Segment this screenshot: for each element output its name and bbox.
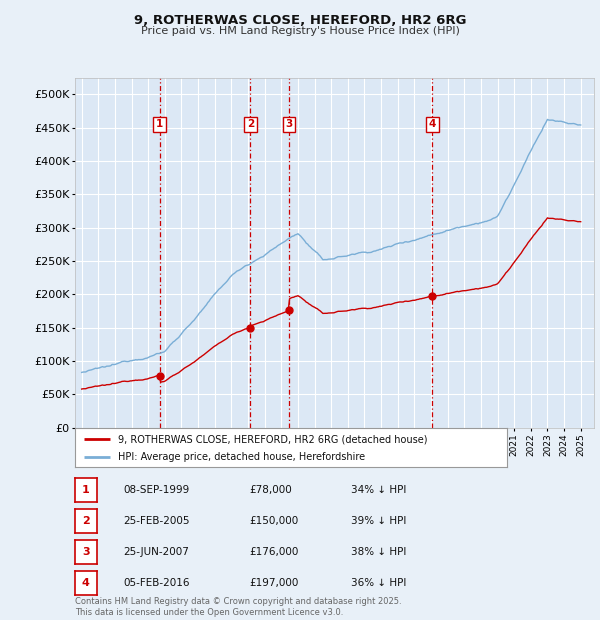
Text: 2: 2: [247, 119, 254, 129]
Text: Price paid vs. HM Land Registry's House Price Index (HPI): Price paid vs. HM Land Registry's House …: [140, 26, 460, 36]
Text: 38% ↓ HPI: 38% ↓ HPI: [351, 547, 406, 557]
Text: 36% ↓ HPI: 36% ↓ HPI: [351, 578, 406, 588]
Text: 08-SEP-1999: 08-SEP-1999: [123, 485, 189, 495]
Text: 9, ROTHERWAS CLOSE, HEREFORD, HR2 6RG: 9, ROTHERWAS CLOSE, HEREFORD, HR2 6RG: [134, 14, 466, 27]
Text: £78,000: £78,000: [249, 485, 292, 495]
Text: £197,000: £197,000: [249, 578, 298, 588]
Text: HPI: Average price, detached house, Herefordshire: HPI: Average price, detached house, Here…: [118, 452, 365, 463]
Text: 9, ROTHERWAS CLOSE, HEREFORD, HR2 6RG (detached house): 9, ROTHERWAS CLOSE, HEREFORD, HR2 6RG (d…: [118, 434, 428, 444]
Text: 3: 3: [286, 119, 293, 129]
Text: 05-FEB-2016: 05-FEB-2016: [123, 578, 190, 588]
Text: 1: 1: [156, 119, 163, 129]
Text: 25-JUN-2007: 25-JUN-2007: [123, 547, 189, 557]
Text: 3: 3: [82, 547, 89, 557]
Text: 39% ↓ HPI: 39% ↓ HPI: [351, 516, 406, 526]
Text: Contains HM Land Registry data © Crown copyright and database right 2025.
This d: Contains HM Land Registry data © Crown c…: [75, 598, 401, 617]
Text: £150,000: £150,000: [249, 516, 298, 526]
Text: 4: 4: [429, 119, 436, 129]
Text: 25-FEB-2005: 25-FEB-2005: [123, 516, 190, 526]
Text: £176,000: £176,000: [249, 547, 298, 557]
Text: 1: 1: [82, 485, 89, 495]
Text: 2: 2: [82, 516, 89, 526]
Text: 4: 4: [82, 578, 90, 588]
Text: 34% ↓ HPI: 34% ↓ HPI: [351, 485, 406, 495]
